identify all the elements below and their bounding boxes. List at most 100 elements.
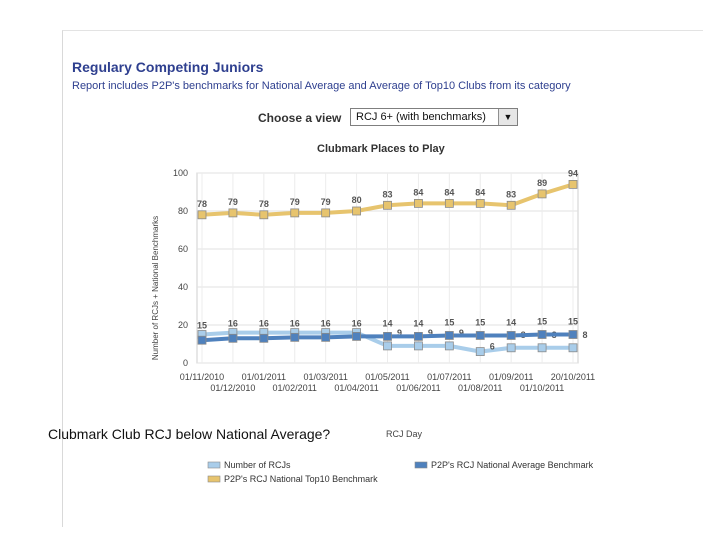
report-title: Regulary Competing Juniors [72,59,264,75]
data-point [537,189,547,199]
data-point [259,333,269,343]
data-label: 16 [259,319,269,329]
data-point [259,210,269,220]
data-point [444,331,454,340]
legend-label: P2P's RCJ National Top10 Benchmark [224,474,378,484]
chart-title: Clubmark Places to Play [317,143,445,155]
data-label: 6 [490,342,495,352]
data-label: 16 [321,319,331,329]
x-tick-label: 01/08/2011 [458,383,502,393]
data-label: 94 [568,168,578,178]
data-point [414,331,423,341]
data-point [197,210,207,220]
data-point [475,331,485,340]
data-label: 79 [321,197,331,207]
y-tick-label: 0 [183,358,188,368]
chevron-down-icon[interactable]: ▼ [498,109,517,125]
legend-swatch [207,461,221,469]
data-point [352,206,361,216]
data-point [444,198,454,208]
view-select-value: RCJ 6+ (with benchmarks) [356,111,486,123]
data-point [414,198,423,208]
data-point [197,335,207,345]
data-point [568,330,578,339]
data-label: 15 [537,317,547,327]
data-label: 16 [352,319,362,329]
data-label: 79 [228,197,238,207]
y-tick-label: 60 [178,244,188,254]
data-point [506,200,516,210]
x-tick-label: 01/12/2010 [210,383,255,393]
y-tick-label: 20 [178,320,188,330]
data-label: 14 [413,318,423,328]
data-point [228,208,238,218]
x-tick-label: 01/11/2010 [180,372,224,382]
data-point [383,200,392,210]
data-point [568,179,578,189]
data-label: 78 [197,199,207,209]
data-point [321,332,331,342]
data-point [321,208,331,218]
data-label: 14 [382,318,392,328]
data-point [475,198,485,208]
data-label: 84 [413,187,423,197]
legend-swatch [414,461,428,469]
x-tick-label: 01/07/2011 [427,372,471,382]
data-label: 8 [582,330,587,340]
x-tick-label: 01/01/2011 [242,372,286,382]
data-point [568,343,578,353]
data-point [383,341,392,351]
data-point [352,331,361,341]
data-label: 89 [537,178,547,188]
data-label: 16 [228,319,238,329]
data-label: 15 [475,317,485,327]
data-point [537,343,547,353]
x-tick-label: 01/06/2011 [396,383,440,393]
data-label: 83 [382,189,392,199]
x-tick-label: 01/04/2011 [334,383,378,393]
data-label: 79 [290,197,300,207]
report-subtitle: Report includes P2P's benchmarks for Nat… [72,80,571,92]
data-label: 16 [290,319,300,329]
data-label: 80 [352,195,362,205]
view-label: Choose a view [258,111,342,125]
y-tick-label: 80 [178,206,188,216]
y-tick-label: 40 [178,282,188,292]
x-tick-label: 01/09/2011 [489,372,533,382]
x-tick-label: 01/02/2011 [273,383,317,393]
data-label: 14 [506,317,516,327]
data-point [290,208,300,218]
data-point [414,341,423,351]
data-label: 9 [459,328,464,338]
data-point [444,341,454,351]
data-point [506,331,516,340]
data-point [475,347,485,357]
legend-swatch [207,475,221,483]
data-point [383,331,392,341]
x-axis-label: RCJ Day [386,429,423,439]
report-frame [62,30,703,527]
data-label: 9 [397,328,402,338]
data-label: 15 [568,317,578,327]
view-select[interactable]: RCJ 6+ (with benchmarks) ▼ [350,108,518,126]
data-point [537,330,547,339]
data-label: 84 [475,187,485,197]
data-label: 83 [506,189,516,199]
data-point [290,332,300,342]
data-label: 84 [444,187,454,197]
data-label: 15 [444,317,454,327]
legend-label: Number of RCJs [224,460,291,470]
legend-label: P2P's RCJ National Average Benchmark [431,460,594,470]
x-tick-label: 01/03/2011 [303,372,347,382]
x-tick-label: 20/10/2011 [551,372,595,382]
x-tick-label: 01/05/2011 [365,372,409,382]
data-point [228,333,238,343]
data-label: 9 [428,328,433,338]
data-label: 15 [197,321,207,331]
data-label: 78 [259,199,269,209]
y-axis-label: Number of RCJs + National Benchmarks [151,216,160,360]
data-point [506,343,516,353]
x-tick-label: 01/10/2011 [520,383,564,393]
chart-caption: Clubmark Club RCJ below National Average… [48,426,331,442]
